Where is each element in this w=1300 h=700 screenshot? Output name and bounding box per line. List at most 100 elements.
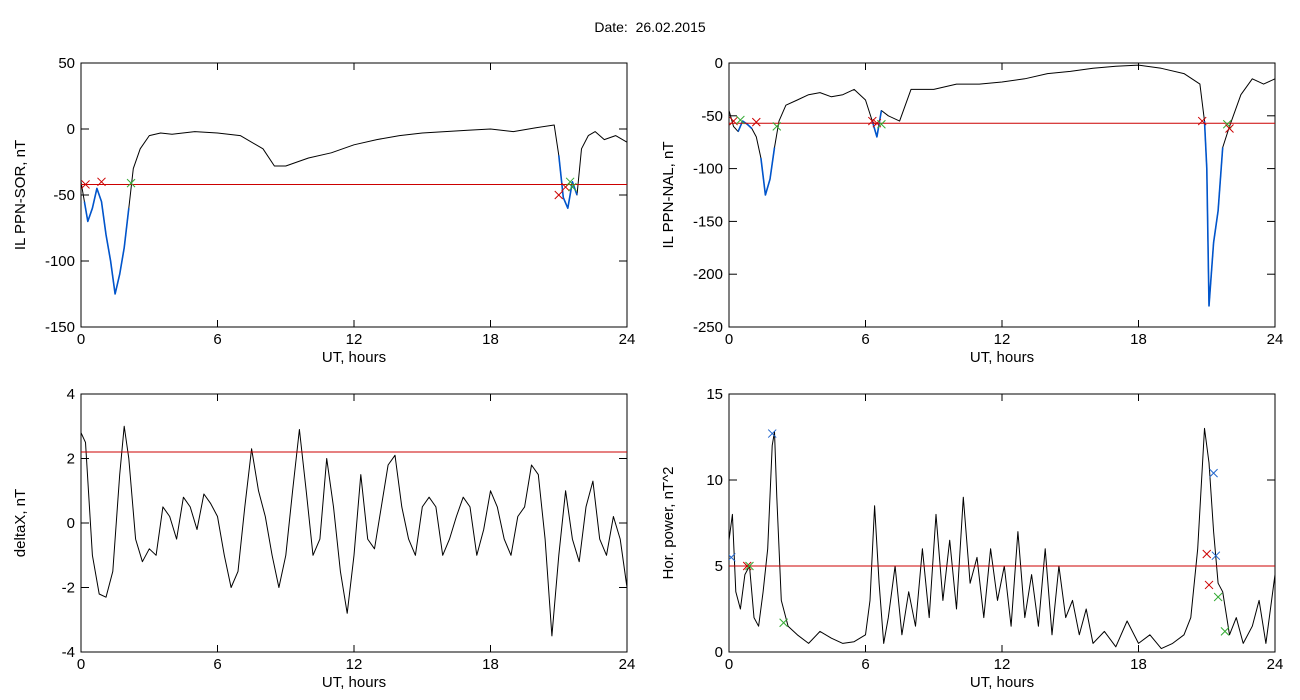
marker-x (81, 180, 90, 189)
marker-x (126, 178, 136, 188)
marker-x (867, 116, 877, 126)
event-segment-1 (737, 120, 753, 132)
marker-stroke (751, 117, 761, 127)
marker-x (554, 190, 564, 200)
chart-panel-1: 0 6 12 18 24 -150 -100 -50 0 50 UT, hours IL PPN-SO… (12, 55, 635, 366)
y-tick-label: -200 (693, 266, 723, 283)
x-tick-label: 0 (725, 331, 733, 348)
chart-panel-2: 0 6 12 18 24 -250 -200 -150 -100 -50 0 UT, hours IL … (660, 55, 1283, 366)
y-tick-label: -4 (62, 644, 75, 661)
date-label: Date: (594, 19, 628, 35)
marker-stroke (729, 116, 738, 126)
x-tick-label: 18 (1130, 656, 1147, 673)
data-layer (81, 124, 627, 295)
marker-stroke (742, 561, 752, 571)
marker-x (568, 182, 577, 192)
data-layer (729, 64, 1275, 307)
x-tick-label: 6 (861, 656, 869, 673)
y-tick-label: 15 (706, 386, 723, 403)
marker-stroke (1197, 116, 1207, 126)
y-tick-label: 5 (715, 558, 723, 575)
y-tick-label: -150 (693, 213, 723, 230)
marker-x (877, 119, 886, 129)
marker-x (736, 115, 745, 125)
y-tick-label: 50 (58, 55, 75, 72)
marker-stroke (772, 122, 782, 131)
y-tick-label: 0 (715, 55, 723, 72)
marker-x (97, 177, 106, 187)
marker-stroke (1213, 592, 1223, 602)
y-tick-label: 4 (67, 386, 75, 403)
chart-panel-4: 0 6 12 18 24 0 5 10 15 UT, hours Hor. power, nT^2 (660, 386, 1283, 691)
signal-trace (729, 427, 1275, 650)
x-tick-label: 12 (346, 331, 363, 348)
plot-frame (80, 393, 628, 653)
marker-x (561, 182, 570, 192)
y-tick-label: -100 (693, 161, 723, 178)
marker-stroke (779, 618, 788, 628)
marker-stroke (1202, 549, 1212, 559)
marker-stroke (745, 561, 754, 571)
y-tick-label: -2 (62, 580, 75, 597)
x-tick-label: 6 (213, 656, 221, 673)
marker-stroke (1220, 627, 1230, 636)
signal-trace (81, 124, 627, 295)
marker-x (565, 177, 575, 187)
signal-trace (81, 425, 627, 637)
plot-frame (728, 393, 1276, 653)
x-tick-label: 18 (482, 331, 499, 348)
y-axis-label: IL PPN-SOR, nT (12, 140, 29, 250)
x-tick-label: 24 (619, 331, 636, 348)
plot-frame (80, 62, 628, 328)
y-axis-label: IL PPN-NAL, nT (660, 142, 677, 249)
x-tick-label: 6 (213, 331, 221, 348)
marker-x (742, 561, 752, 571)
marker-stroke (97, 177, 106, 187)
marker-stroke (1225, 124, 1234, 133)
marker-stroke (1222, 119, 1232, 129)
marker-stroke (867, 116, 877, 126)
marker-x (1204, 580, 1214, 590)
marker-stroke (126, 178, 136, 188)
event-segment-2 (760, 147, 776, 196)
marker-x (745, 561, 754, 571)
x-axis-label: UT, hours (970, 674, 1034, 691)
y-tick-label: -150 (45, 319, 75, 336)
y-tick-label: 0 (715, 644, 723, 661)
marker-stroke (81, 180, 90, 189)
marker-stroke (1209, 468, 1218, 478)
marker-stroke (736, 115, 745, 125)
data-layer (729, 427, 1275, 650)
marker-x (767, 429, 777, 438)
y-tick-label: 0 (67, 121, 75, 138)
marker-stroke (877, 119, 886, 129)
x-tick-label: 12 (994, 331, 1011, 348)
x-tick-label: 18 (482, 656, 499, 673)
y-tick-label: 2 (67, 451, 75, 468)
marker-stroke (568, 182, 577, 192)
event-segment-4 (1203, 121, 1224, 307)
marker-x (729, 553, 736, 562)
marker-x (1211, 551, 1221, 561)
plot-frame (728, 62, 1276, 328)
date-header: Date: 26.02.2015 (0, 19, 1300, 35)
marker-x (1209, 468, 1218, 478)
signal-trace (729, 64, 1275, 307)
x-tick-label: 18 (1130, 331, 1147, 348)
marker-x (1197, 116, 1207, 126)
y-tick-label: -50 (701, 108, 723, 125)
x-tick-label: 24 (1267, 331, 1284, 348)
x-axis-label: UT, hours (322, 674, 386, 691)
marker-stroke (565, 177, 575, 187)
marker-x (1213, 592, 1223, 602)
event-segment-2 (558, 155, 578, 209)
marker-x (1220, 627, 1230, 636)
y-tick-label: -50 (53, 187, 75, 204)
marker-stroke (561, 182, 570, 192)
x-tick-label: 24 (1267, 656, 1284, 673)
y-tick-label: 10 (706, 472, 723, 489)
marker-stroke (729, 553, 736, 561)
marker-stroke (554, 190, 564, 200)
